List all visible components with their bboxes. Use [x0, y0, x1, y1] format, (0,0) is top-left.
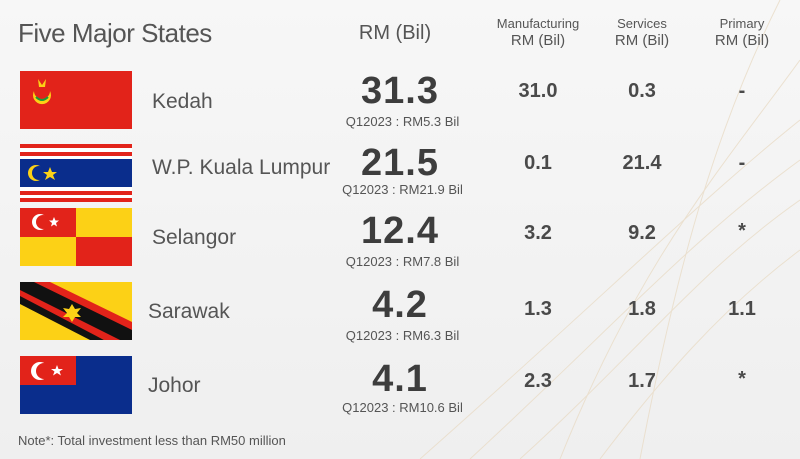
- services-value: 1.7: [628, 370, 656, 392]
- total-value: 31.3: [361, 70, 439, 112]
- kedah-flag-icon: [20, 71, 132, 129]
- total-value: 12.4: [361, 210, 439, 252]
- manufacturing-value: 31.0: [518, 80, 558, 102]
- q1-value: Q12023 : RM6.3 Bil: [345, 328, 460, 343]
- header-manufacturing-unit: RM (Bil): [510, 31, 566, 49]
- q1-value: Q12023 : RM5.3 Bil: [345, 114, 460, 129]
- state-name: Sarawak: [148, 300, 230, 323]
- services-value: 21.4: [622, 152, 662, 174]
- q1-value: Q12023 : RM10.6 Bil: [342, 400, 463, 415]
- header-manufacturing: Manufacturing RM (Bil): [488, 16, 588, 49]
- services-value: 1.8: [628, 298, 656, 320]
- table-row: Selangor 12.4 Q12023 : RM7.8 Bil 3.2 9.2…: [0, 208, 800, 282]
- header-primary: Primary RM (Bil): [702, 16, 782, 49]
- manufacturing-value: 1.3: [524, 298, 552, 320]
- total-value: 4.1: [372, 358, 428, 400]
- q1-value: Q12023 : RM7.8 Bil: [345, 254, 460, 269]
- header-primary-label: Primary: [719, 16, 765, 31]
- table-row: Johor 4.1 Q12023 : RM10.6 Bil 2.3 1.7 *: [0, 354, 800, 428]
- header-primary-unit: RM (Bil): [714, 31, 770, 49]
- services-value: 9.2: [628, 222, 656, 244]
- primary-value: -: [738, 80, 746, 102]
- state-name: Selangor: [152, 226, 237, 249]
- services-value: 0.3: [628, 80, 656, 102]
- page-title: Five Major States: [18, 18, 212, 48]
- q1-value: Q12023 : RM21.9 Bil: [342, 182, 463, 197]
- state-name: Johor: [148, 374, 201, 397]
- selangor-flag-icon: [20, 208, 132, 266]
- primary-value: -: [738, 152, 746, 174]
- header-services: Services RM (Bil): [602, 16, 682, 49]
- primary-value: *: [738, 220, 746, 242]
- state-name: W.P. Kuala Lumpur: [152, 156, 331, 179]
- johor-flag-icon: [20, 356, 132, 414]
- footnote: Note*: Total investment less than RM50 m…: [18, 433, 286, 448]
- manufacturing-value: 3.2: [524, 222, 552, 244]
- table-row: W.P. Kuala Lumpur 21.5 Q12023 : RM21.9 B…: [0, 142, 800, 216]
- table-row: Sarawak 4.2 Q12023 : RM6.3 Bil 1.3 1.8 1…: [0, 282, 800, 356]
- primary-value: *: [738, 368, 746, 390]
- header-manufacturing-label: Manufacturing: [496, 16, 580, 31]
- state-name: Kedah: [152, 90, 213, 113]
- table-row: Kedah 31.3 Q12023 : RM5.3 Bil 31.0 0.3 -: [0, 68, 800, 142]
- sarawak-flag-icon: [20, 282, 132, 340]
- total-value: 4.2: [372, 284, 428, 326]
- header-services-unit: RM (Bil): [614, 31, 670, 49]
- primary-value: 1.1: [728, 298, 756, 320]
- total-value: 21.5: [361, 142, 439, 184]
- manufacturing-value: 0.1: [524, 152, 552, 174]
- kuala-lumpur-flag-icon: [20, 144, 132, 202]
- manufacturing-value: 2.3: [524, 370, 552, 392]
- header-services-label: Services: [617, 16, 667, 31]
- header-total: RM (Bil): [358, 22, 432, 44]
